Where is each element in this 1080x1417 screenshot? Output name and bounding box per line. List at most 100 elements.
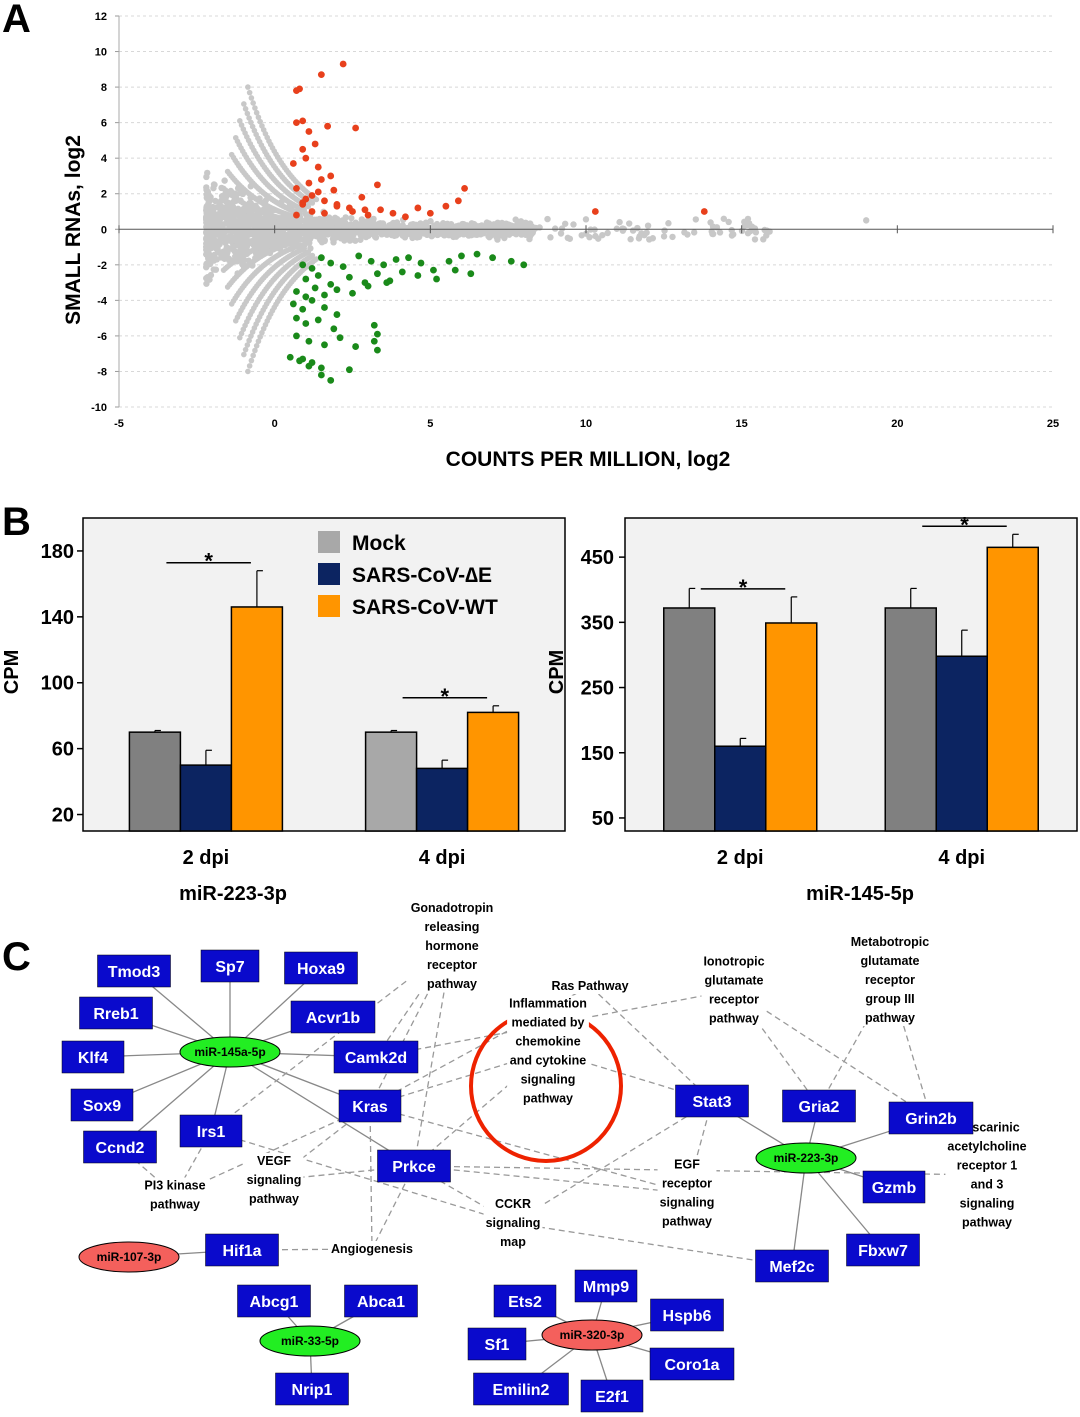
data-point [716, 229, 724, 236]
upregulated-point [293, 184, 300, 192]
gene-label: Kras [352, 1099, 388, 1116]
legend-swatch-wt [318, 595, 340, 617]
network-diagram: Gonadotropin releasing hormone receptor path… [61, 900, 1029, 1413]
gene-label: Hoxa9 [297, 961, 345, 978]
data-point [309, 200, 316, 206]
data-point [371, 229, 378, 236]
data-point [248, 357, 255, 364]
y-tick-label: -2 [97, 260, 107, 272]
significance-marker: * [739, 575, 748, 600]
upregulated-point [700, 208, 708, 215]
network-pathway-edge [589, 985, 713, 1102]
data-point [210, 266, 217, 273]
pathway-label: Metabotropic glutamate receptor group III pa… [851, 935, 930, 1025]
downregulated-point [380, 261, 388, 269]
y-tick-label: 140 [41, 607, 74, 629]
data-point [252, 105, 258, 111]
data-point [422, 221, 429, 228]
upregulated-point [296, 85, 303, 93]
data-point [219, 225, 226, 232]
data-point [429, 231, 437, 239]
y-tick-label: 12 [95, 11, 107, 23]
x-tick-label: 10 [580, 418, 592, 430]
bar-chart-2-label: miR-145-5p [806, 883, 914, 905]
data-point [371, 220, 378, 228]
y-tick-label: 150 [581, 743, 614, 765]
data-point [665, 220, 672, 227]
pathway-label-line: mediated by [512, 1016, 585, 1030]
network-pathway-edge [369, 1105, 373, 1250]
data-point [616, 218, 623, 226]
gene-label: Prkce [392, 1159, 436, 1176]
y-tick-label: 6 [101, 118, 107, 130]
data-point [351, 222, 358, 229]
data-point [730, 231, 737, 238]
mirna-label: miR-107-3p [97, 1250, 162, 1264]
data-point [227, 213, 234, 220]
gene-node [61, 1040, 125, 1074]
data-point [681, 229, 688, 236]
bar-chart-1-y-label: CPM [1, 650, 23, 694]
data-point [318, 238, 326, 246]
data-point [320, 229, 327, 236]
gene-label: Sf1 [485, 1337, 510, 1354]
gene-label: Klf4 [78, 1050, 108, 1067]
pathway-label-line: pathway [962, 1216, 1012, 1230]
network-pathway-edge [733, 989, 932, 1119]
significance-marker: * [204, 549, 213, 574]
pathway-label-bg [329, 1241, 416, 1257]
gene-node [275, 1372, 349, 1406]
data-point [211, 181, 218, 188]
data-point [309, 252, 316, 259]
panel-label-b: B [2, 500, 31, 544]
y-tick-label: 50 [592, 808, 614, 830]
data-point [570, 221, 577, 228]
data-point [236, 334, 243, 341]
data-point [203, 202, 211, 210]
pathway-label-line: signaling [247, 1173, 302, 1187]
data-point [221, 177, 228, 184]
downregulated-point [374, 270, 381, 278]
category-label: 2 dpi [717, 847, 764, 869]
upregulated-point [352, 124, 360, 132]
data-point [229, 225, 237, 232]
data-point [464, 222, 471, 230]
upregulated-point [377, 206, 384, 214]
downregulated-point [367, 257, 375, 265]
y-tick-label: 10 [95, 47, 107, 59]
bar [884, 607, 937, 832]
downregulated-point [327, 280, 335, 288]
data-point [379, 220, 387, 227]
data-point [203, 194, 210, 202]
pathway-label-line: pathway [427, 977, 477, 991]
data-point [301, 245, 308, 252]
data-point [378, 231, 385, 238]
data-point [239, 217, 247, 224]
gene-label: Hif1a [222, 1243, 261, 1260]
data-point [561, 220, 569, 227]
data-point [203, 275, 210, 282]
data-point [242, 346, 249, 353]
data-point [218, 231, 225, 239]
network-edge [791, 1157, 807, 1267]
data-point [224, 199, 231, 206]
data-point [252, 347, 258, 354]
data-point [626, 220, 633, 227]
data-point [244, 342, 251, 348]
downregulated-point [308, 296, 316, 304]
pathway-label-line: glutamate [704, 974, 763, 988]
downregulated-point [405, 254, 412, 262]
data-point [762, 227, 770, 235]
data-point [582, 216, 590, 223]
data-point [293, 238, 299, 245]
downregulated-point [299, 261, 307, 269]
data-point [402, 232, 409, 239]
data-point [321, 215, 328, 222]
downregulated-point [327, 376, 335, 384]
data-point [660, 233, 668, 240]
data-point [751, 225, 759, 232]
data-point [592, 232, 599, 240]
downregulated-point [333, 286, 341, 294]
data-point [339, 217, 346, 224]
network-pathway-edge [413, 1165, 688, 1194]
